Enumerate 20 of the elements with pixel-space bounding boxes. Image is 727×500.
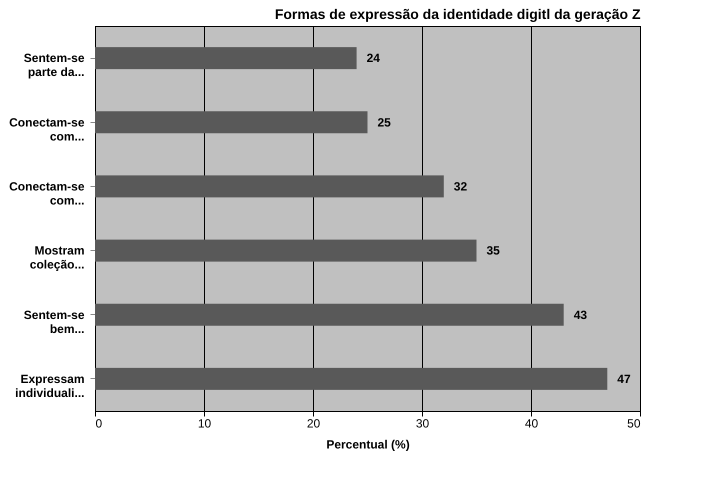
data-label: 43 — [574, 308, 588, 322]
x-axis-title: Percentual (%) — [326, 438, 410, 452]
data-label: 32 — [454, 179, 468, 194]
data-label: 35 — [486, 244, 500, 258]
y-tick-label: Sentem-se bem... — [24, 308, 85, 336]
x-tick-label: 20 — [306, 416, 320, 430]
data-label: 24 — [366, 51, 380, 66]
data-label: 25 — [378, 115, 392, 130]
y-tick-label: Expressam individuali... — [15, 372, 84, 400]
y-tick-label: Conectam-se com... — [9, 115, 85, 144]
y-tick-label: Mostram coleção... — [30, 244, 84, 272]
x-tick-label: 10 — [198, 416, 212, 430]
x-tick-label: 50 — [627, 416, 641, 430]
x-tick-label: 30 — [416, 416, 430, 430]
x-tick-label: 40 — [524, 416, 538, 430]
x-tick-label: 0 — [96, 416, 102, 430]
chart-title: Formas de expressão da identidade digitl da geração Z — [274, 6, 641, 22]
y-tick-label: Conectam-se com... — [9, 179, 85, 208]
data-label: 47 — [617, 372, 631, 386]
y-tick-label: Sentem-se parte da... — [24, 51, 85, 80]
